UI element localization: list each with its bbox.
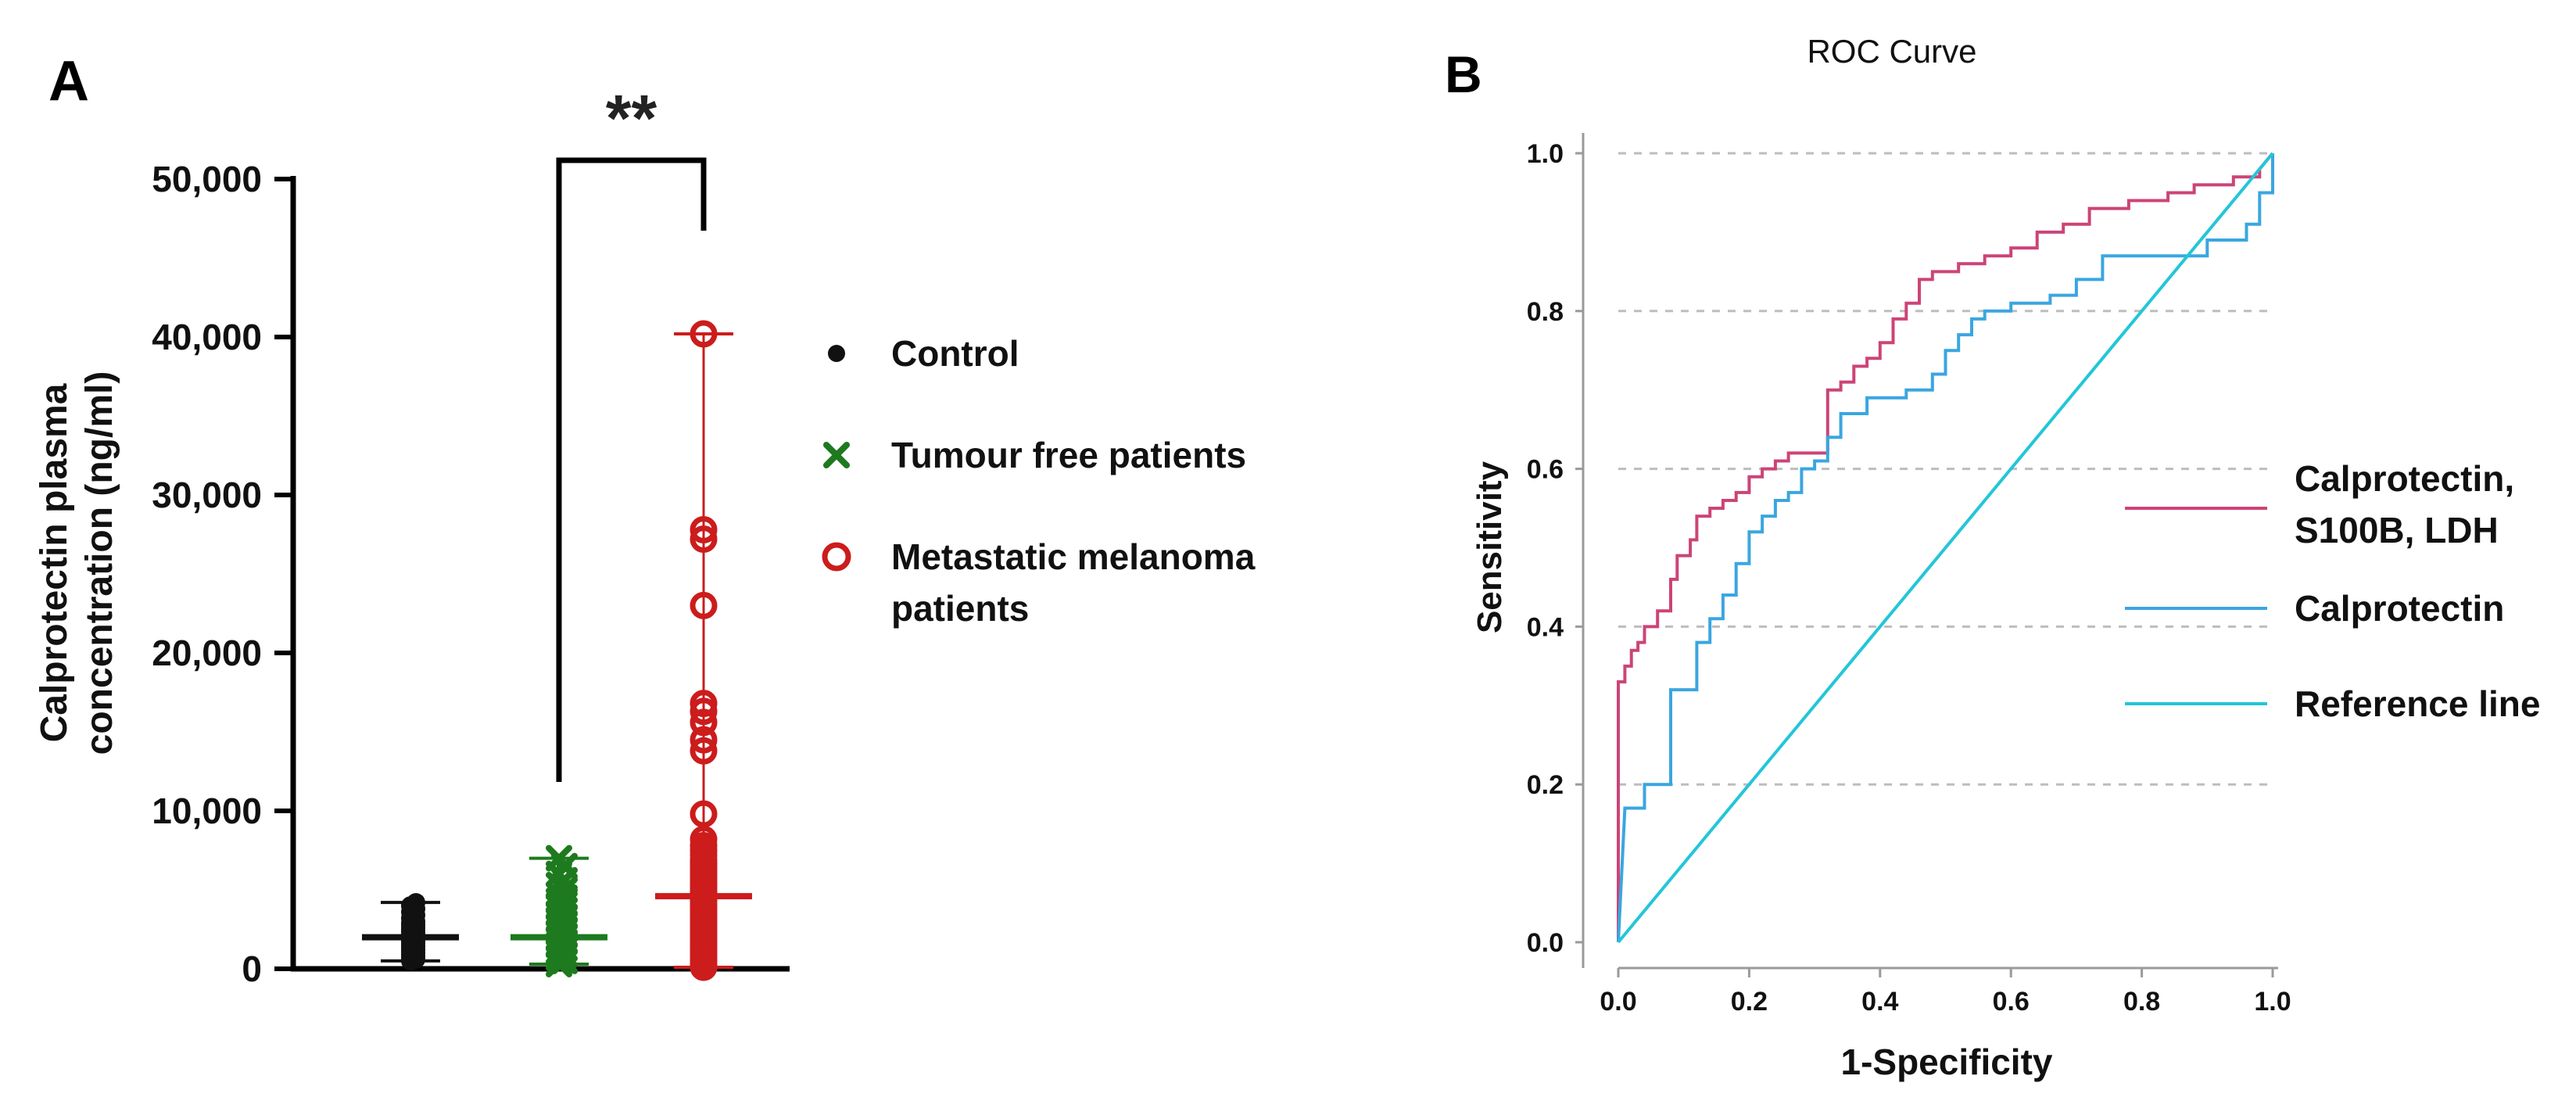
panel-a-y-tick-label: 20,000 xyxy=(152,633,262,673)
legend-label: Control xyxy=(891,333,1019,374)
legend-label: Tumour free patients xyxy=(891,435,1246,475)
panel-a-y-tick-label: 10,000 xyxy=(152,791,262,831)
panel-b-y-tick-label: 1.0 xyxy=(1527,139,1564,169)
panel-b-y-tick-label: 0.4 xyxy=(1527,612,1564,642)
panel-b-legend: Calprotectin, S100B, LDH Calprotectin Refer… xyxy=(2125,458,2540,724)
legend-label: Calprotectin xyxy=(2295,588,2504,629)
panel-a-y-label-group: Calprotectin plasma concentration (ng/ml) xyxy=(34,371,120,755)
panel-b-y-tick-label: 0.8 xyxy=(1527,297,1564,327)
panel-b-lines xyxy=(1617,152,2274,944)
panel-b-y-axis-label: Sensitivity xyxy=(1471,461,1509,633)
panel-a-axes: 0 10,000 20,000 30,000 40,000 50,000 xyxy=(152,159,790,989)
panel-b-x-axis-label: 1-Specificity xyxy=(1841,1042,2053,1082)
legend-tumour-free-marker xyxy=(823,442,850,468)
legend-control-marker xyxy=(828,345,845,362)
panel-a-y-label-line: concentration (ng/ml) xyxy=(79,371,120,755)
panel-a-y-tick-label: 30,000 xyxy=(152,475,262,515)
panel-b-y-tick-label: 0.2 xyxy=(1527,770,1564,800)
panel-b-axes: 0.0 0.2 0.4 0.6 0.8 1.0 0.0 0.2 0.4 0.6 0.8 1.0 xyxy=(1527,133,2291,1017)
panel-b-x-tick-label: 0.0 xyxy=(1600,987,1636,1017)
panel-b-x-tick-label: 0.6 xyxy=(1993,987,2030,1017)
panel-a-y-axis-label: Calprotectin plasma concentration (ng/ml) xyxy=(34,371,120,755)
panel-b-grid xyxy=(1618,152,2273,786)
panel-a-y-label-line: Calprotectin plasma xyxy=(34,383,75,742)
legend-label: S100B, LDH xyxy=(2295,510,2499,550)
significance-stars: ** xyxy=(606,81,657,155)
roc-line-calprotectin xyxy=(1617,153,2274,943)
legend-label: Reference line xyxy=(2295,683,2540,724)
panel-b-label: B xyxy=(1445,45,1482,103)
panel-b-x-tick-label: 1.0 xyxy=(2254,987,2291,1017)
panel-b-x-tick-label: 0.2 xyxy=(1731,987,1768,1017)
panel-a-y-tick-label: 40,000 xyxy=(152,317,262,357)
panel-b-chart: ROC Curve 0.0 0.2 0.4 0.6 0.8 1.0 0.0 0.2 0.4 0.6… xyxy=(1471,33,2540,1082)
legend-label: Calprotectin, xyxy=(2295,458,2514,499)
panel-b-x-tick-label: 0.4 xyxy=(1861,987,1898,1017)
panel-b-y-tick-label: 0.0 xyxy=(1527,928,1564,958)
legend-label: patients xyxy=(891,588,1029,629)
legend-melanoma-marker xyxy=(822,542,851,572)
roc-line-combined xyxy=(1617,152,2274,942)
panel-a-significance: ** xyxy=(556,81,707,782)
legend-label: Metastatic melanoma xyxy=(891,536,1256,577)
panel-b-title: ROC Curve xyxy=(1807,33,1976,70)
panel-a-label: A xyxy=(48,50,89,113)
panel-a-legend: Control Tumour free patients Metastatic me… xyxy=(822,333,1256,629)
panel-a-chart: 0 10,000 20,000 30,000 40,000 50,000 Calprote… xyxy=(34,81,1256,989)
significance-bracket xyxy=(556,157,707,782)
panel-a-y-tick-label: 50,000 xyxy=(152,159,262,199)
panel-b-y-tick-label: 0.6 xyxy=(1527,455,1564,485)
panel-a-y-tick-label: 0 xyxy=(242,948,262,989)
panel-a-median-bars xyxy=(362,332,752,969)
panel-b-x-tick-label: 0.8 xyxy=(2123,987,2160,1017)
roc-reference-line xyxy=(1617,152,2274,944)
